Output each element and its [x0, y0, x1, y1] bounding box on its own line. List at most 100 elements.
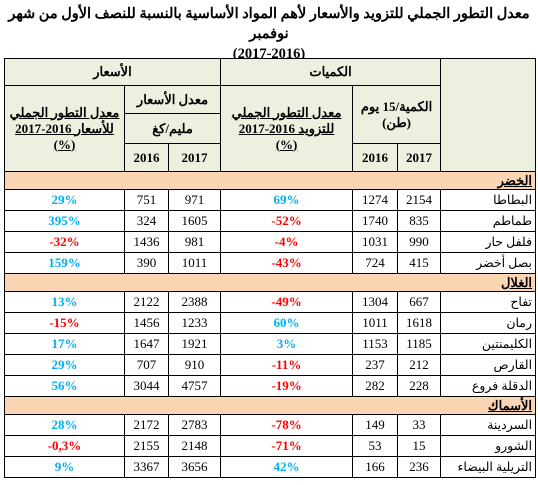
- product-name: طماطم: [440, 210, 537, 232]
- section-name: الغلال: [3, 273, 537, 292]
- value-cell: 1456: [124, 312, 170, 334]
- value-cell: 971: [168, 189, 222, 211]
- change-cell: -4%: [220, 231, 354, 253]
- data-row: الدقلة فروع 228 282 -19% 4757 3044 56%: [3, 375, 537, 397]
- product-name: فلفل حار: [440, 231, 537, 253]
- data-row: الكليمنتين 1185 1153 3% 1921 1647 17%: [3, 333, 537, 355]
- table: الكميات الأسعار الكمية/15 يوم (طن) معدل …: [3, 58, 537, 478]
- value-cell: 667: [397, 291, 442, 313]
- change-cell: -32%: [3, 231, 126, 253]
- value-cell: 910: [168, 354, 222, 376]
- value-cell: 751: [124, 189, 170, 211]
- value-cell: 1921: [168, 333, 222, 355]
- title-line: معدل التطور الجملي للتزويد والأسعار لأهم…: [8, 6, 530, 42]
- data-row: الشورو 15 53 -71% 2148 2155 -0,3%: [3, 435, 537, 457]
- value-cell: 1233: [168, 312, 222, 334]
- change-cell: -52%: [220, 210, 354, 232]
- value-cell: 2155: [124, 435, 170, 457]
- change-cell: -78%: [220, 414, 354, 436]
- product-name: رمان: [440, 312, 537, 334]
- header-cell: معدل الأسعار: [124, 85, 222, 114]
- value-cell: 415: [397, 252, 442, 274]
- change-cell: 60%: [220, 312, 354, 334]
- value-cell: 33: [397, 414, 442, 436]
- value-cell: 282: [352, 375, 399, 397]
- value-cell: 835: [397, 210, 442, 232]
- change-cell: -19%: [220, 375, 354, 397]
- section-name: الخضر: [3, 171, 537, 190]
- data-row: السردينة 33 149 -78% 2783 2172 28%: [3, 414, 537, 436]
- change-cell: -11%: [220, 354, 354, 376]
- value-cell: 1185: [397, 333, 442, 355]
- year-cell: 2017: [397, 143, 442, 172]
- value-cell: 3044: [124, 375, 170, 397]
- change-cell: 29%: [3, 189, 126, 211]
- value-cell: 237: [352, 354, 399, 376]
- value-cell: 324: [124, 210, 170, 232]
- value-cell: 1274: [352, 189, 399, 211]
- value-cell: 1618: [397, 312, 442, 334]
- value-cell: 2122: [124, 291, 170, 313]
- value-cell: 3367: [124, 456, 170, 478]
- change-cell: -15%: [3, 312, 126, 334]
- data-row: طماطم 835 1740 -52% 1605 324 395%: [3, 210, 537, 232]
- change-cell: 56%: [3, 375, 126, 397]
- header-row: الكميات الأسعار: [3, 58, 537, 172]
- table-body: الكميات الأسعار الكمية/15 يوم (طن) معدل …: [3, 58, 537, 478]
- header-text: (%): [275, 136, 298, 152]
- header-cell: الأسعار: [3, 58, 222, 86]
- value-cell: 2388: [168, 291, 222, 313]
- change-cell: 69%: [220, 189, 354, 211]
- change-cell: 9%: [3, 456, 126, 478]
- product-name: تفاح: [440, 291, 537, 313]
- header-cell: [440, 58, 537, 172]
- value-cell: 990: [397, 231, 442, 253]
- change-cell: -43%: [220, 252, 354, 274]
- year-cell: 2017: [168, 143, 222, 172]
- data-row: البطاطا 2154 1274 69% 971 751 29%: [3, 189, 537, 211]
- header-cell: معدل التطور الجملي للأسعار 2016-2017 (%): [3, 85, 126, 172]
- value-cell: 1011: [168, 252, 222, 274]
- value-cell: 2154: [397, 189, 442, 211]
- data-row: رمان 1618 1011 60% 1233 1456 -15%: [3, 312, 537, 334]
- value-cell: 3656: [168, 456, 222, 478]
- data-row: تفاح 667 1304 -49% 2388 2122 13%: [3, 291, 537, 313]
- data-row: القارص 212 237 -11% 910 707 29%: [3, 354, 537, 376]
- section-row: الخضر: [3, 171, 537, 190]
- value-cell: 1011: [352, 312, 399, 334]
- product-name: بصل أخضر: [440, 252, 537, 274]
- header-text: معدل التطور الجملي: [9, 104, 120, 120]
- product-name: التريلية البيضاء: [440, 456, 537, 478]
- value-cell: 149: [352, 414, 399, 436]
- value-cell: 228: [397, 375, 442, 397]
- value-cell: 2172: [124, 414, 170, 436]
- product-name: القارص: [440, 354, 537, 376]
- change-cell: 17%: [3, 333, 126, 355]
- value-cell: 724: [352, 252, 399, 274]
- value-cell: 166: [352, 456, 399, 478]
- change-cell: 29%: [3, 354, 126, 376]
- header-cell: مليم/كغ: [124, 113, 222, 144]
- change-cell: 395%: [3, 210, 126, 232]
- change-cell: 159%: [3, 252, 126, 274]
- value-cell: 390: [124, 252, 170, 274]
- header-text: للأسعار 2016-2017: [15, 120, 114, 136]
- header-cell: الكميات: [220, 58, 442, 86]
- header-cell: معدل التطور الجملي للتزويد 2016-2017 (%): [220, 85, 354, 172]
- product-name: الشورو: [440, 435, 537, 457]
- year-cell: 2016: [124, 143, 170, 172]
- value-cell: 1605: [168, 210, 222, 232]
- value-cell: 15: [397, 435, 442, 457]
- value-cell: 2783: [168, 414, 222, 436]
- change-cell: 28%: [3, 414, 126, 436]
- header-cell: الكمية/15 يوم (طن): [352, 85, 442, 144]
- data-row: فلفل حار 990 1031 -4% 981 1436 -32%: [3, 231, 537, 253]
- value-cell: 1304: [352, 291, 399, 313]
- change-cell: 3%: [220, 333, 354, 355]
- section-row: الأسماك: [3, 396, 537, 415]
- section-name: الأسماك: [3, 396, 537, 415]
- data-row: بصل أخضر 415 724 -43% 1011 390 159%: [3, 252, 537, 274]
- product-name: البطاطا: [440, 189, 537, 211]
- value-cell: 707: [124, 354, 170, 376]
